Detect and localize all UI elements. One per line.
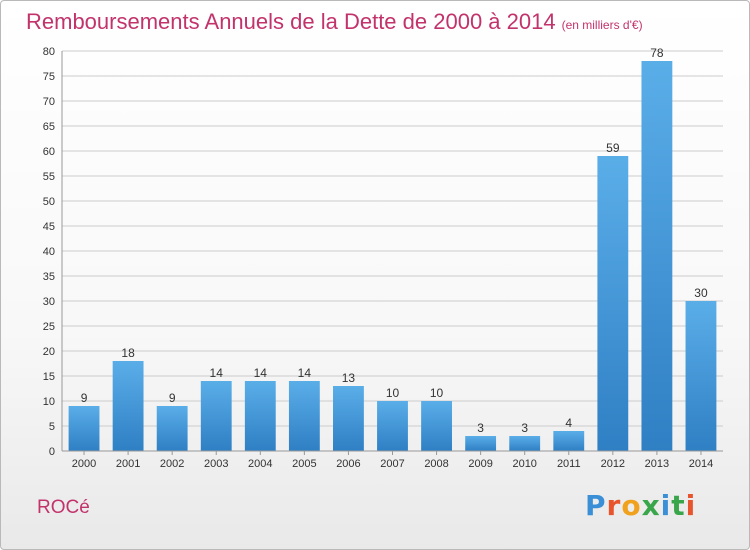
- x-tick-label: 2003: [204, 458, 228, 470]
- y-tick-label: 50: [43, 196, 55, 208]
- data-label: 30: [694, 286, 708, 300]
- y-tick-label: 45: [43, 221, 55, 233]
- x-tick-label: 2002: [160, 458, 184, 470]
- x-tick-label: 2009: [468, 458, 492, 470]
- data-label: 14: [254, 366, 268, 380]
- data-label: 18: [121, 346, 135, 360]
- x-tick-label: 2012: [601, 458, 625, 470]
- x-tick-label: 2007: [380, 458, 404, 470]
- x-tick-label: 2005: [292, 458, 316, 470]
- title-text: Remboursements Annuels de la Dette de 20…: [26, 9, 556, 34]
- logo-letter: r: [606, 489, 622, 522]
- y-tick-label: 40: [43, 246, 55, 258]
- data-label: 14: [210, 366, 224, 380]
- data-label: 14: [298, 366, 312, 380]
- bar: [685, 301, 717, 451]
- x-tick-label: 2001: [116, 458, 140, 470]
- y-tick-label: 5: [49, 421, 55, 433]
- x-tick-label: 2010: [512, 458, 536, 470]
- chart-title: Remboursements Annuels de la Dette de 20…: [26, 9, 643, 35]
- logo-letter: i: [685, 489, 697, 522]
- data-label: 4: [565, 416, 572, 430]
- y-tick-label: 35: [43, 271, 55, 283]
- bar: [200, 381, 232, 451]
- data-label: 3: [477, 421, 484, 435]
- proxiti-logo: Proxiti: [585, 489, 696, 522]
- x-tick-label: 2008: [424, 458, 448, 470]
- x-tick-label: 2006: [336, 458, 360, 470]
- bar: [597, 156, 629, 451]
- bar: [288, 381, 320, 451]
- y-tick-label: 60: [43, 146, 55, 158]
- y-tick-label: 10: [43, 396, 55, 408]
- x-tick-label: 2004: [248, 458, 272, 470]
- bar: [553, 431, 585, 451]
- y-tick-label: 75: [43, 71, 55, 83]
- unit-label: (en milliers d'€): [561, 18, 643, 32]
- logo-letter: x: [641, 489, 661, 522]
- bar: [641, 61, 673, 451]
- bar: [244, 381, 276, 451]
- data-label: 10: [386, 386, 400, 400]
- x-tick-label: 2013: [645, 458, 669, 470]
- logo-letter: i: [660, 489, 672, 522]
- data-label: 78: [650, 46, 664, 60]
- x-tick-label: 2011: [557, 458, 581, 470]
- y-tick-label: 20: [43, 346, 55, 358]
- y-tick-label: 65: [43, 121, 55, 133]
- bar: [465, 436, 497, 451]
- logo-letter: o: [621, 489, 642, 522]
- y-tick-label: 30: [43, 296, 55, 308]
- axis-layer: 0 5 10 15 20 25 30 35 40 45 50 55 60 65 70 75 80 2000 2001…: [43, 46, 723, 470]
- commune-name: ROCé: [37, 497, 90, 518]
- data-label: 3: [521, 421, 528, 435]
- logo-letter: t: [671, 489, 686, 522]
- x-tick-label: 2014: [689, 458, 713, 470]
- bar: [377, 401, 408, 451]
- bar: [421, 401, 452, 451]
- bar-layer: 9 18 9 14 14 14 13 10 10 3 3 4 59 78 30: [68, 46, 717, 451]
- x-tick-label: 2000: [72, 458, 96, 470]
- data-label: 9: [169, 391, 176, 405]
- data-label: 9: [81, 391, 88, 405]
- bar: [156, 406, 188, 451]
- y-tick-label: 80: [43, 46, 55, 58]
- logo-letter: P: [585, 489, 607, 522]
- y-tick-label: 25: [43, 321, 55, 333]
- data-label: 10: [430, 386, 444, 400]
- bar: [112, 361, 144, 451]
- y-tick-label: 15: [43, 371, 55, 383]
- y-tick-label: 0: [49, 446, 55, 458]
- data-label: 59: [606, 141, 620, 155]
- y-tick-label: 55: [43, 171, 55, 183]
- bar: [509, 436, 541, 451]
- bar: [68, 406, 100, 451]
- y-tick-label: 70: [43, 96, 55, 108]
- data-label: 13: [342, 371, 356, 385]
- bar: [333, 386, 364, 451]
